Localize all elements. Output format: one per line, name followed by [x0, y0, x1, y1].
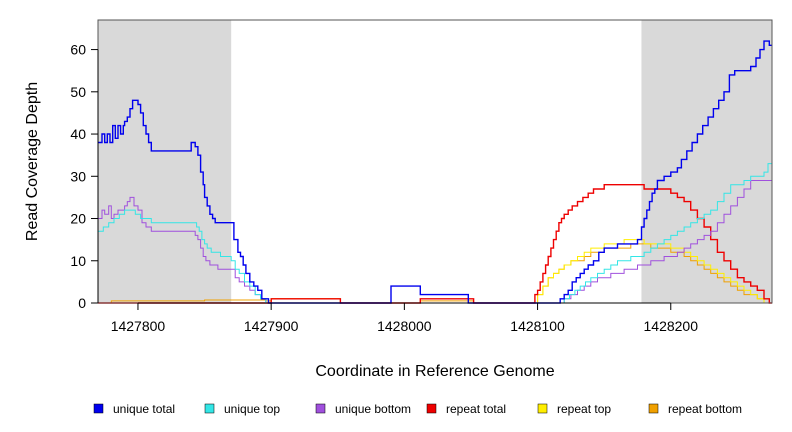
legend-swatch [93, 403, 104, 414]
series-repeat-top [98, 239, 772, 304]
shaded-regions [98, 20, 772, 303]
legend-label: repeat total [446, 402, 506, 416]
y-axis-title: Read Coverage Depth [24, 82, 41, 241]
legend-label: unique total [113, 402, 175, 416]
series-unique-top [98, 163, 772, 304]
x-axis: 1427800 1427900 1428000 1428100 1428200 [111, 302, 699, 334]
legend-label: repeat top [557, 402, 611, 416]
y-tick-label: 40 [70, 126, 86, 142]
legend-label: unique bottom [335, 402, 411, 416]
y-tick-label: 30 [70, 168, 86, 184]
legend-label: repeat bottom [668, 402, 742, 416]
y-tick-label: 50 [70, 84, 86, 100]
y-tick-label: 0 [78, 295, 86, 311]
x-tick-label: 1428100 [510, 318, 565, 334]
y-tick-label: 20 [70, 211, 86, 227]
x-tick-label: 1427900 [244, 318, 299, 334]
legend-swatch [204, 403, 215, 414]
legend-swatch [426, 403, 437, 414]
legend-swatch [537, 403, 548, 414]
x-axis-title: Coordinate in Reference Genome [315, 363, 554, 380]
x-tick-label: 1428200 [644, 318, 699, 334]
x-tick-label: 1428000 [377, 318, 432, 334]
legend-label: unique top [224, 402, 280, 416]
legend-swatch [315, 403, 326, 414]
y-tick-label: 60 [70, 42, 86, 58]
series-unique-total [98, 40, 772, 304]
x-tick-label: 1427800 [111, 318, 166, 334]
y-tick-label: 10 [70, 253, 86, 269]
shaded-region-1 [98, 20, 232, 303]
y-axis: 0 10 20 30 40 50 60 [70, 42, 99, 311]
legend-swatch [648, 403, 659, 414]
legend: unique total unique top unique bottom repea… [93, 402, 742, 416]
